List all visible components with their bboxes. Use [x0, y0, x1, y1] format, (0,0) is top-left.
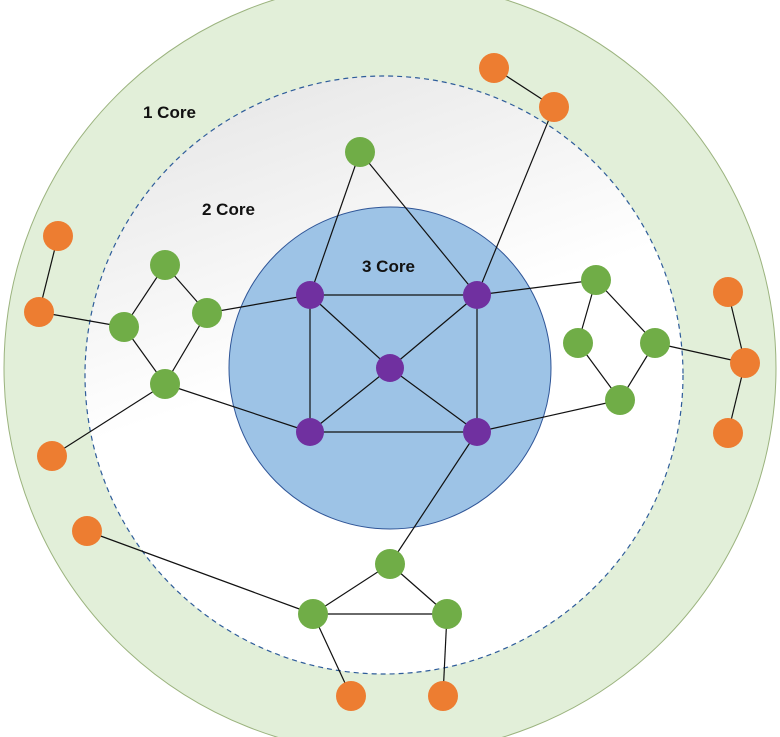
node-3core — [296, 418, 324, 446]
edge — [476, 106, 555, 296]
node-1core — [336, 681, 366, 711]
node-2core — [298, 599, 328, 629]
node-1core — [43, 221, 73, 251]
node-3core — [376, 354, 404, 382]
edge — [654, 342, 746, 364]
edge — [51, 383, 166, 457]
node-1core — [479, 53, 509, 83]
node-2core — [581, 265, 611, 295]
node-2core — [640, 328, 670, 358]
nodes-3core — [296, 281, 491, 446]
node-2core — [432, 599, 462, 629]
nodes-2core — [109, 137, 670, 629]
core2-label: 2 Core — [202, 200, 255, 219]
edge — [476, 279, 597, 296]
node-1core — [24, 297, 54, 327]
core3-label: 3 Core — [362, 257, 415, 276]
edge — [389, 294, 478, 369]
node-1core — [713, 277, 743, 307]
edge — [389, 431, 478, 565]
edge — [312, 613, 352, 697]
node-2core — [563, 328, 593, 358]
core1-label: 1 Core — [143, 103, 196, 122]
node-1core — [37, 441, 67, 471]
node-3core — [463, 418, 491, 446]
node-2core — [375, 549, 405, 579]
node-1core — [539, 92, 569, 122]
edge — [86, 530, 314, 615]
node-2core — [605, 385, 635, 415]
edge — [359, 151, 478, 296]
node-2core — [345, 137, 375, 167]
edge — [164, 383, 311, 433]
edge — [312, 563, 391, 615]
node-3core — [463, 281, 491, 309]
node-1core — [713, 418, 743, 448]
edge — [309, 151, 361, 296]
nodes-1core — [24, 53, 760, 711]
node-2core — [150, 369, 180, 399]
edge — [206, 294, 311, 314]
edge — [476, 399, 621, 433]
node-1core — [730, 348, 760, 378]
node-1core — [428, 681, 458, 711]
node-2core — [150, 250, 180, 280]
node-2core — [109, 312, 139, 342]
edge — [309, 294, 391, 369]
node-2core — [192, 298, 222, 328]
edge — [389, 367, 478, 433]
edges — [38, 67, 746, 697]
node-3core — [296, 281, 324, 309]
edge — [309, 367, 391, 433]
node-1core — [72, 516, 102, 546]
